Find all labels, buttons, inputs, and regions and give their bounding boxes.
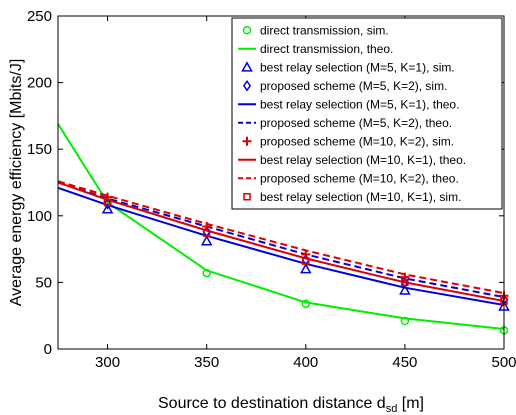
series-3-point-3 xyxy=(400,276,409,289)
axes-frame xyxy=(57,15,505,350)
legend-label-0: direct transmission, sim. xyxy=(260,23,389,37)
series-0-point-1 xyxy=(202,268,211,278)
series-0-point-3 xyxy=(400,316,410,326)
x-tick-label-300: 300 xyxy=(95,354,120,371)
y-tick-label-250: 250 xyxy=(27,8,52,25)
series-line-4 xyxy=(58,186,504,306)
legend-swatch-3 xyxy=(242,79,252,92)
legend-box xyxy=(231,17,503,210)
x-tick-label-500: 500 xyxy=(491,354,516,371)
legend-label-6: proposed scheme (M=10, K=2), sim. xyxy=(260,134,454,148)
x-tick-label-400: 400 xyxy=(293,354,318,371)
legend-swatch-0 xyxy=(242,26,252,35)
series-line-8 xyxy=(58,180,504,295)
series-9-point-3 xyxy=(401,278,409,287)
y-tick-label-150: 150 xyxy=(27,141,52,158)
series-3-point-0 xyxy=(103,198,112,210)
y-tick-label-200: 200 xyxy=(27,75,52,92)
legend-label-5: proposed scheme (M=5, K=2), theo. xyxy=(260,116,452,130)
x-axis-title-subscript: sd xyxy=(386,403,398,415)
x-axis-title-unit: [m] xyxy=(397,395,424,412)
legend-swatch-6 xyxy=(242,136,252,146)
y-axis-title: Average energy efficiency [Mbits/J] xyxy=(8,59,25,307)
series-9-point-1 xyxy=(202,229,211,237)
legend: direct transmission, sim. direct transmis… xyxy=(231,17,503,210)
x-axis-title: Source to destination distance dsd [m] xyxy=(158,395,424,415)
legend-label-1: direct transmission, theo. xyxy=(260,42,393,56)
series-line-7 xyxy=(58,181,504,302)
legend-label-4: best relay selection (M=5, K=1), theo. xyxy=(260,97,459,111)
series-line-5 xyxy=(58,181,504,299)
series-0-point-2 xyxy=(301,299,311,308)
series-9-point-2 xyxy=(302,257,310,265)
y-tick-label-50: 50 xyxy=(35,274,52,291)
legend-label-2: best relay selection (M=5, K=1), sim. xyxy=(260,60,455,74)
x-axis-title-main: Source to destination distance d xyxy=(158,395,386,412)
legend-label-8: proposed scheme (M=10, K=2), theo. xyxy=(260,171,459,185)
series-2-point-1 xyxy=(200,235,213,246)
legend-swatch-9 xyxy=(243,193,251,201)
series-line-1 xyxy=(58,123,504,330)
series-2-point-2 xyxy=(300,263,312,274)
series-2-point-0 xyxy=(101,203,114,214)
y-tick-label-0: 0 xyxy=(44,341,52,358)
legend-label-3: proposed scheme (M=5, K=2), sim. xyxy=(260,79,447,93)
legend-label-7: best relay selection (M=10, K=1), theo. xyxy=(260,153,466,167)
axes: 300 350 400 450 500 0 50 100 150 200 250 Source to … xyxy=(8,8,516,415)
series-9-point-0 xyxy=(103,198,112,207)
y-tick-label-100: 100 xyxy=(27,208,52,225)
series-2-point-3 xyxy=(399,284,411,295)
legend-label-9: best relay selection (M=10, K=1), sim. xyxy=(260,190,461,204)
x-tick-label-350: 350 xyxy=(194,354,219,371)
plot-area xyxy=(58,123,510,335)
x-tick-label-450: 450 xyxy=(392,354,417,371)
legend-swatch-2 xyxy=(241,61,253,72)
